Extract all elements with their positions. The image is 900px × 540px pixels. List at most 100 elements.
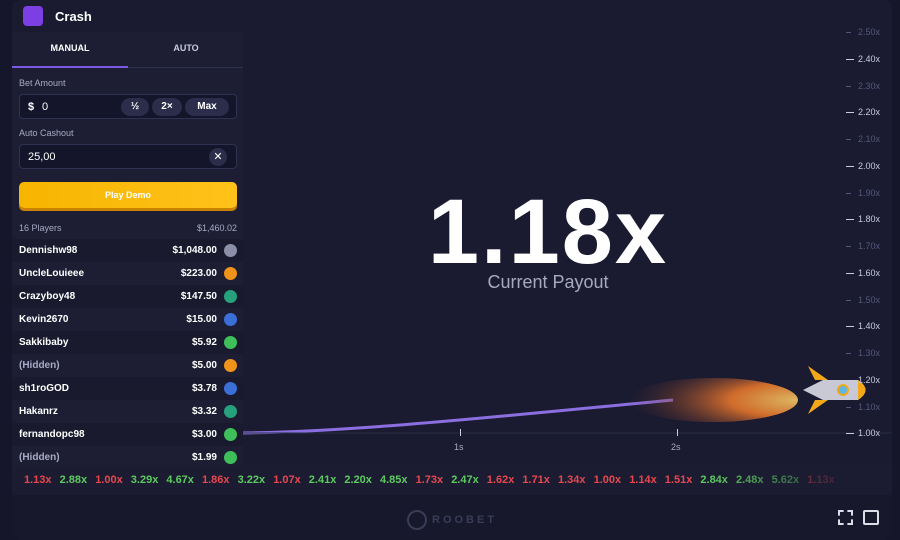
player-name: Dennishw98	[19, 245, 78, 256]
player-name: fernandopc98	[19, 429, 85, 440]
y-tick	[846, 406, 851, 408]
y-tick-label: 1.00x	[858, 428, 881, 439]
player-row: UncleLouieee $223.00	[12, 262, 243, 285]
tab-indicator	[12, 66, 128, 68]
game-icon	[23, 6, 43, 26]
y-tick	[846, 58, 854, 60]
player-name: Kevin2670	[19, 314, 69, 325]
y-tick-label: 2.50x	[858, 27, 881, 37]
history-item[interactable]: 1.00x	[593, 474, 622, 486]
player-name: Sakkibaby	[19, 337, 69, 348]
history-item[interactable]: 2.88x	[59, 474, 88, 486]
player-amount: $3.78	[191, 383, 217, 394]
history-item[interactable]: 1.34x	[558, 474, 586, 486]
graph	[243, 32, 892, 465]
theatre-button[interactable]	[863, 510, 879, 525]
history-item[interactable]: 1.00x	[95, 474, 123, 486]
y-tick-label: 2.20x	[858, 107, 881, 118]
history-item[interactable]: 2.41x	[308, 474, 337, 486]
history-item[interactable]: 4.85x	[380, 474, 408, 486]
y-tick	[846, 379, 854, 381]
coin-icon	[224, 405, 237, 418]
y-tick	[846, 299, 851, 301]
history-item[interactable]: 4.67x	[166, 474, 194, 486]
players-count: 16 Players	[19, 223, 62, 233]
curve	[243, 398, 674, 435]
y-tick	[846, 112, 854, 114]
header: Crash	[12, 0, 892, 32]
history-item[interactable]: 1.71x	[522, 474, 550, 486]
payout-label: Current Payout	[487, 272, 609, 292]
history-fade	[712, 465, 892, 495]
bet-input[interactable]: $ 0 ½ 2× Max	[19, 94, 237, 119]
flame	[628, 378, 798, 422]
rocket	[803, 366, 866, 414]
tab[interactable]: MANUAL	[50, 43, 90, 53]
players-list: Dennishw98 $1,048.00 UncleLouieee $223.00 Cr…	[12, 239, 243, 469]
cashout-value: 25,00	[28, 151, 56, 163]
cashout-input[interactable]: 25,00 ✕	[19, 144, 237, 169]
brand: ROOBET	[432, 514, 498, 526]
player-amount: $1,048.00	[172, 245, 218, 256]
player-name: Crazyboy48	[19, 291, 76, 302]
tab[interactable]: AUTO	[173, 43, 199, 53]
history-item[interactable]: 1.51x	[664, 474, 693, 486]
history-item[interactable]: 1.62x	[486, 474, 515, 486]
half-button[interactable]: ½	[121, 98, 149, 116]
y-tick-label: 2.00x	[858, 160, 881, 171]
y-tick-label: 1.90x	[858, 187, 881, 198]
play-button[interactable]: Play Demo	[19, 182, 237, 208]
y-tick-label: 2.40x	[858, 53, 881, 64]
x-tick	[460, 429, 461, 436]
player-name: (Hidden)	[19, 360, 60, 371]
y-tick	[846, 165, 854, 167]
player-row: (Hidden) $5.00	[12, 354, 243, 377]
history-item[interactable]: 1.14x	[629, 474, 657, 486]
player-name: UncleLouieee	[19, 268, 85, 279]
player-amount: $1.99	[191, 452, 217, 463]
x-tick	[677, 429, 678, 436]
player-row: sh1roGOD $3.78	[12, 377, 243, 400]
y-tick	[846, 192, 851, 194]
history-item[interactable]: 1.07x	[273, 474, 301, 486]
player-amount: $3.32	[191, 406, 217, 417]
currency: $	[28, 101, 35, 113]
player-amount: $5.00	[191, 360, 217, 371]
history-item[interactable]: 1.86x	[202, 474, 230, 486]
fullscreen-button[interactable]	[838, 510, 853, 525]
player-amount: $147.50	[180, 291, 217, 302]
coin-icon	[224, 336, 237, 349]
coin-icon	[224, 313, 237, 326]
y-tick-label: 1.80x	[858, 214, 881, 225]
coin-icon	[224, 451, 237, 464]
coin-icon	[224, 359, 237, 372]
player-row: Hakanrz $3.32	[12, 400, 243, 423]
player-row: Kevin2670 $15.00	[12, 308, 243, 331]
history-item[interactable]: 1.73x	[415, 474, 444, 486]
title: Crash	[55, 9, 92, 24]
history-item[interactable]: 1.13x	[24, 474, 52, 486]
clear-button[interactable]: ✕	[209, 148, 227, 166]
coin-icon	[224, 382, 237, 395]
y-tick	[846, 326, 854, 328]
history-item[interactable]: 2.47x	[451, 474, 479, 486]
y-tick	[846, 353, 851, 354]
brand-logo	[407, 510, 427, 530]
max-button[interactable]: Max	[185, 98, 229, 116]
coin-icon	[224, 244, 237, 257]
side-panel: MANUAL AUTO Bet Amount $ 0 ½ 2× Max Auto…	[12, 32, 243, 469]
player-name: sh1roGOD	[19, 383, 70, 394]
app: Crash MANUAL AUTO Bet Amount $ 0 ½ 2× Ma…	[12, 0, 892, 540]
double-button[interactable]: 2×	[152, 98, 182, 116]
history-item[interactable]: 3.22x	[237, 474, 266, 486]
amount: 0	[42, 101, 49, 113]
y-tick	[846, 219, 854, 221]
history-item[interactable]: 3.29x	[130, 474, 159, 486]
player-row: Crazyboy48 $147.50	[12, 285, 243, 308]
y-tick-label: 1.70x	[858, 241, 881, 251]
divider	[128, 67, 243, 68]
players-total: $1,460.02	[196, 223, 237, 233]
history-item[interactable]: 2.20x	[344, 474, 372, 486]
player-name: Hakanrz	[19, 406, 58, 417]
